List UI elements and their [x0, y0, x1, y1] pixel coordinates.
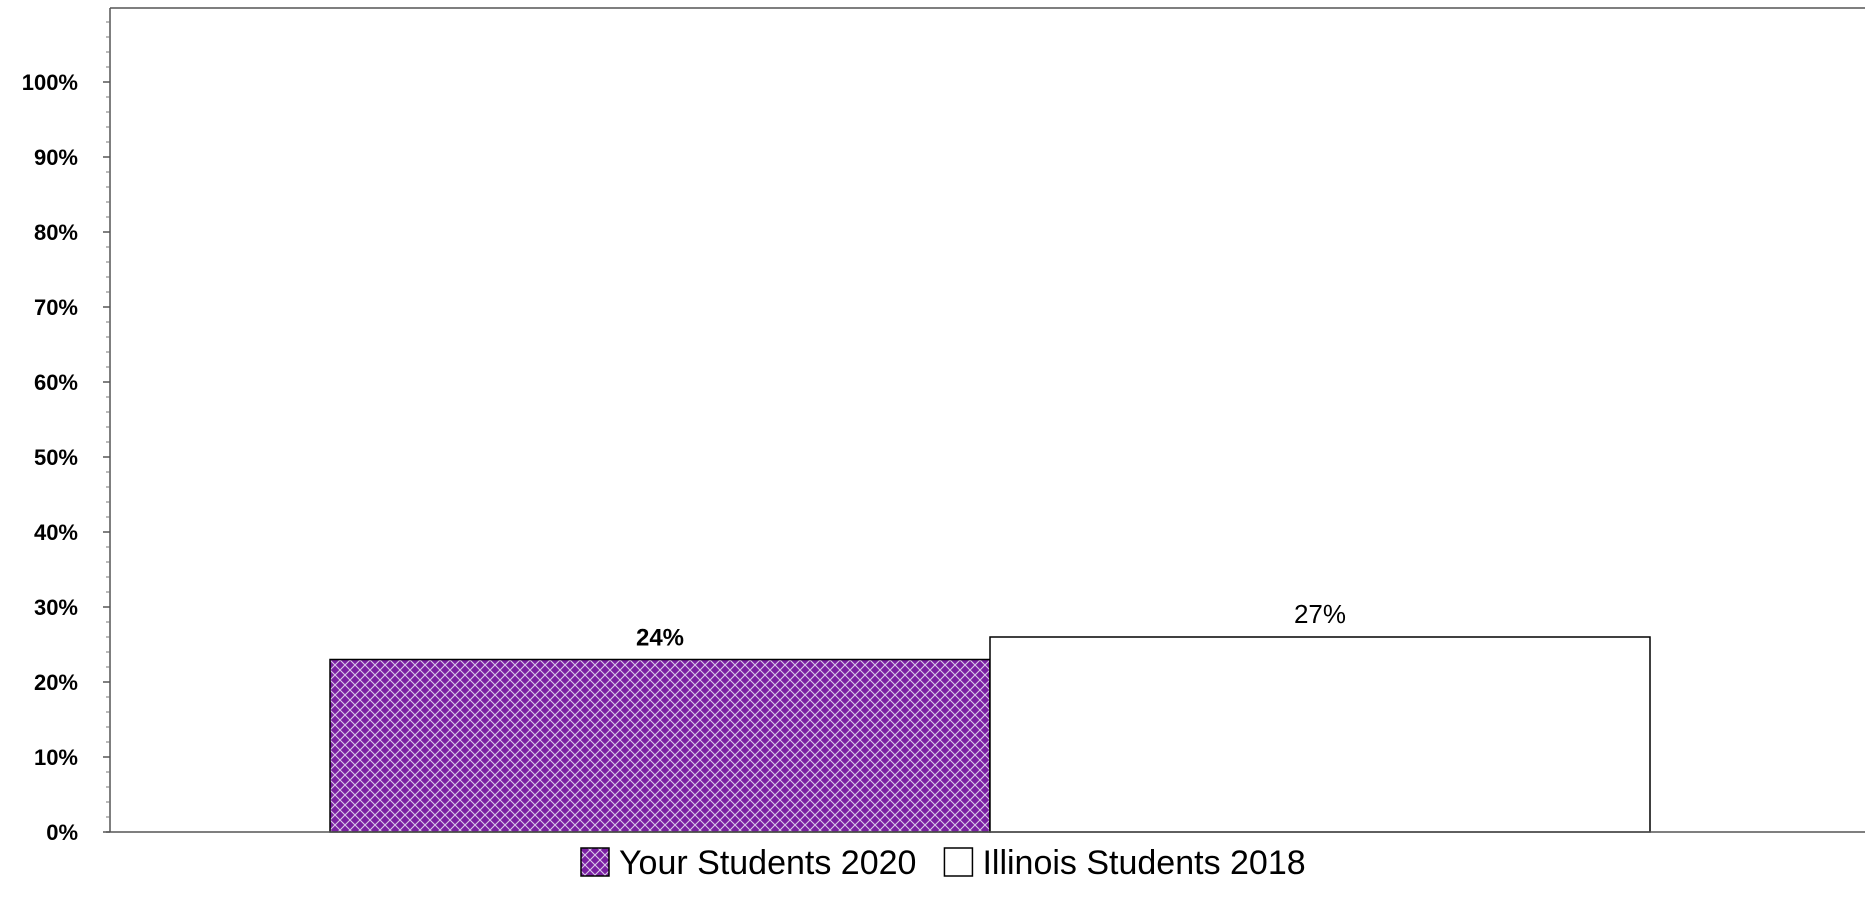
legend-swatch: [943, 847, 974, 877]
y-axis-tick-labels: 0% 10% 20% 30% 40% 50% 60% 70% 80% 90% 100%: [22, 70, 78, 845]
y-tick-label: 100%: [22, 70, 78, 95]
y-tick-label: 0%: [46, 820, 78, 845]
y-tick-label: 30%: [34, 595, 78, 620]
y-axis-minor-ticks: [106, 21, 110, 818]
legend: Your Students 2020 Illinois Students 2018: [580, 844, 1306, 882]
y-tick-label: 20%: [34, 670, 78, 695]
y-tick-label: 50%: [34, 445, 78, 470]
y-tick-label: 90%: [34, 145, 78, 170]
y-axis-major-ticks: [103, 81, 110, 833]
y-tick-label: 10%: [34, 745, 78, 770]
y-tick-label: 70%: [34, 295, 78, 320]
bar-value-label: 27%: [1294, 599, 1346, 629]
bar-value-labels: 24% 27%: [636, 599, 1346, 652]
bar-your-students-2020: [329, 658, 991, 833]
y-tick-label: 80%: [34, 220, 78, 245]
bars: [329, 636, 1651, 833]
y-tick-label: 60%: [34, 370, 78, 395]
legend-label: Your Students 2020: [619, 844, 916, 882]
bar-value-label: 24%: [636, 625, 684, 652]
legend-label: Illinois Students 2018: [982, 844, 1305, 882]
legend-swatch: [580, 847, 610, 877]
y-tick-label: 40%: [34, 520, 78, 545]
bar-illinois-students-2018: [989, 636, 1651, 833]
